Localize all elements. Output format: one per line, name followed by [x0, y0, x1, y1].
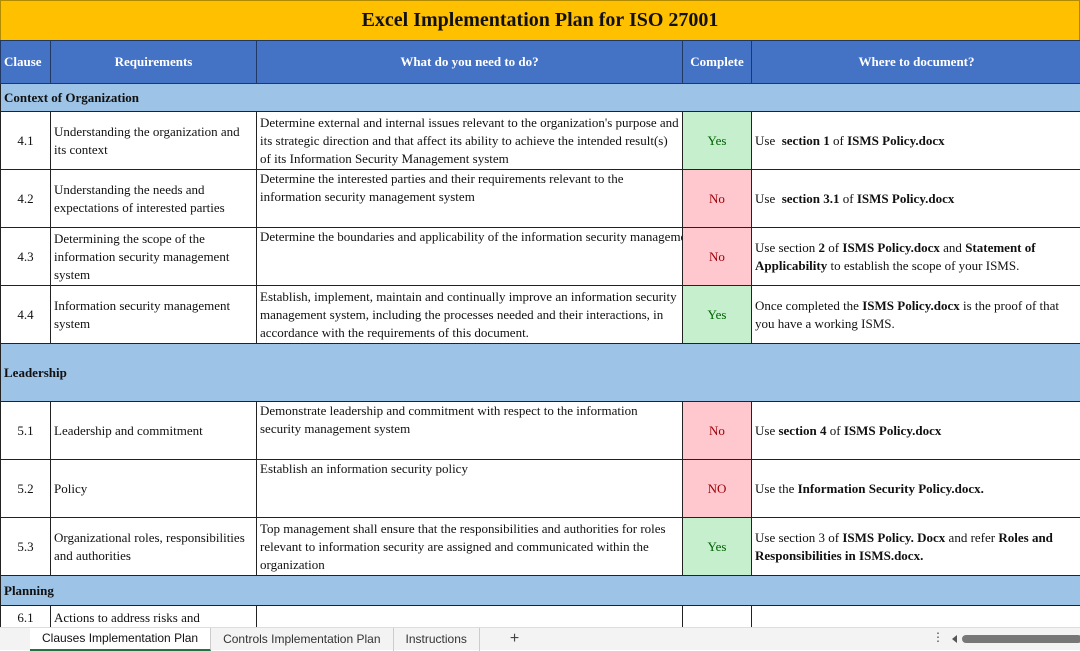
scroll-left-icon[interactable]: [952, 635, 957, 643]
header-clause[interactable]: Clause: [1, 41, 51, 84]
sheet-tabs-bar: Clauses Implementation Plan Controls Imp…: [0, 627, 1080, 650]
document-text: section 1: [782, 133, 830, 148]
todo-cell[interactable]: Determine external and internal issues r…: [257, 112, 683, 170]
requirement-cell[interactable]: Understanding the needs and expectations…: [51, 170, 257, 228]
document-text: Once completed the: [755, 298, 862, 313]
requirement-cell[interactable]: Information security management system: [51, 286, 257, 344]
clause-cell[interactable]: 5.1: [1, 402, 51, 460]
document-text: of: [827, 423, 844, 438]
section-row: Leadership: [1, 344, 1080, 402]
section-title[interactable]: Leadership: [1, 344, 1080, 402]
document-text: Use the: [755, 481, 798, 496]
document-text: section 4: [778, 423, 826, 438]
requirement-cell[interactable]: Policy: [51, 460, 257, 518]
requirement-cell[interactable]: Leadership and commitment: [51, 402, 257, 460]
todo-cell[interactable]: [257, 606, 683, 630]
header-row: Clause Requirements What do you need to …: [1, 41, 1080, 84]
document-text: Information Security Policy.docx.: [798, 481, 984, 496]
document-text: ISMS Policy.docx: [847, 133, 945, 148]
document-text: ISMS Policy.docx: [857, 191, 955, 206]
complete-cell[interactable]: NO: [683, 460, 752, 518]
section-title[interactable]: Context of Organization: [1, 84, 1080, 112]
document-text: Use: [755, 133, 782, 148]
clause-cell[interactable]: 5.2: [1, 460, 51, 518]
document-text: Use section 3 of: [755, 530, 842, 545]
document-cell[interactable]: Use section 2 of ISMS Policy.docx and St…: [752, 228, 1080, 286]
complete-cell[interactable]: Yes: [683, 286, 752, 344]
requirement-cell[interactable]: Actions to address risks and: [51, 606, 257, 630]
more-options-icon[interactable]: ⋮: [932, 630, 944, 644]
document-text: to establish the scope of your ISMS.: [827, 258, 1019, 273]
plan-table: Clause Requirements What do you need to …: [0, 40, 1080, 630]
todo-cell[interactable]: Determine the interested parties and the…: [257, 170, 683, 228]
document-cell[interactable]: Use section 4 of ISMS Policy.docx: [752, 402, 1080, 460]
clause-cell[interactable]: 6.1: [1, 606, 51, 630]
document-text: of: [840, 191, 857, 206]
todo-cell[interactable]: Establish an information security policy: [257, 460, 683, 518]
document-text: ISMS Policy.docx: [842, 240, 940, 255]
todo-cell[interactable]: Top management shall ensure that the res…: [257, 518, 683, 576]
clause-cell[interactable]: 4.1: [1, 112, 51, 170]
todo-cell[interactable]: Determine the boundaries and applicabili…: [257, 228, 683, 286]
horizontal-scrollbar[interactable]: [952, 635, 1080, 643]
complete-cell[interactable]: Yes: [683, 112, 752, 170]
clause-cell[interactable]: 4.3: [1, 228, 51, 286]
requirement-cell[interactable]: Organizational roles, responsibilities a…: [51, 518, 257, 576]
document-text: Use section: [755, 240, 819, 255]
section-row: Planning: [1, 576, 1080, 606]
tab-clauses-implementation-plan[interactable]: Clauses Implementation Plan: [30, 628, 211, 651]
sheet-title: Excel Implementation Plan for ISO 27001: [0, 0, 1080, 41]
complete-cell[interactable]: No: [683, 228, 752, 286]
document-text: of: [830, 133, 847, 148]
complete-cell[interactable]: Yes: [683, 518, 752, 576]
complete-cell[interactable]: No: [683, 170, 752, 228]
document-cell[interactable]: Use section 3 of ISMS Policy. Docx and r…: [752, 518, 1080, 576]
clause-cell[interactable]: 4.4: [1, 286, 51, 344]
todo-cell[interactable]: Demonstrate leadership and commitment wi…: [257, 402, 683, 460]
document-text: section 3.1: [782, 191, 840, 206]
document-text: ISMS Policy.docx: [844, 423, 942, 438]
document-cell[interactable]: Use section 3.1 of ISMS Policy.docx: [752, 170, 1080, 228]
document-text: Use: [755, 191, 782, 206]
scrollbar-thumb[interactable]: [962, 635, 1080, 643]
document-cell[interactable]: Use the Information Security Policy.docx…: [752, 460, 1080, 518]
document-cell[interactable]: [752, 606, 1080, 630]
document-cell[interactable]: Once completed the ISMS Policy.docx is t…: [752, 286, 1080, 344]
document-text: and refer: [945, 530, 998, 545]
section-row: Context of Organization: [1, 84, 1080, 112]
complete-cell[interactable]: No: [683, 402, 752, 460]
todo-cell[interactable]: Establish, implement, maintain and conti…: [257, 286, 683, 344]
tab-instructions[interactable]: Instructions: [394, 628, 480, 651]
clause-cell[interactable]: 5.3: [1, 518, 51, 576]
header-todo[interactable]: What do you need to do?: [257, 41, 683, 84]
document-text: and: [940, 240, 965, 255]
clause-cell[interactable]: 4.2: [1, 170, 51, 228]
document-text: Use: [755, 423, 778, 438]
complete-cell[interactable]: [683, 606, 752, 630]
section-title[interactable]: Planning: [1, 576, 1080, 606]
requirement-cell[interactable]: Determining the scope of the information…: [51, 228, 257, 286]
requirement-cell[interactable]: Understanding the organization and its c…: [51, 112, 257, 170]
tab-controls-implementation-plan[interactable]: Controls Implementation Plan: [211, 628, 393, 651]
header-document[interactable]: Where to document?: [752, 41, 1080, 84]
header-requirements[interactable]: Requirements: [51, 41, 257, 84]
document-text: ISMS Policy. Docx: [842, 530, 945, 545]
add-sheet-button[interactable]: +: [510, 630, 519, 648]
header-complete[interactable]: Complete: [683, 41, 752, 84]
document-cell[interactable]: Use section 1 of ISMS Policy.docx: [752, 112, 1080, 170]
document-text: of: [825, 240, 842, 255]
document-text: ISMS Policy.docx: [862, 298, 960, 313]
